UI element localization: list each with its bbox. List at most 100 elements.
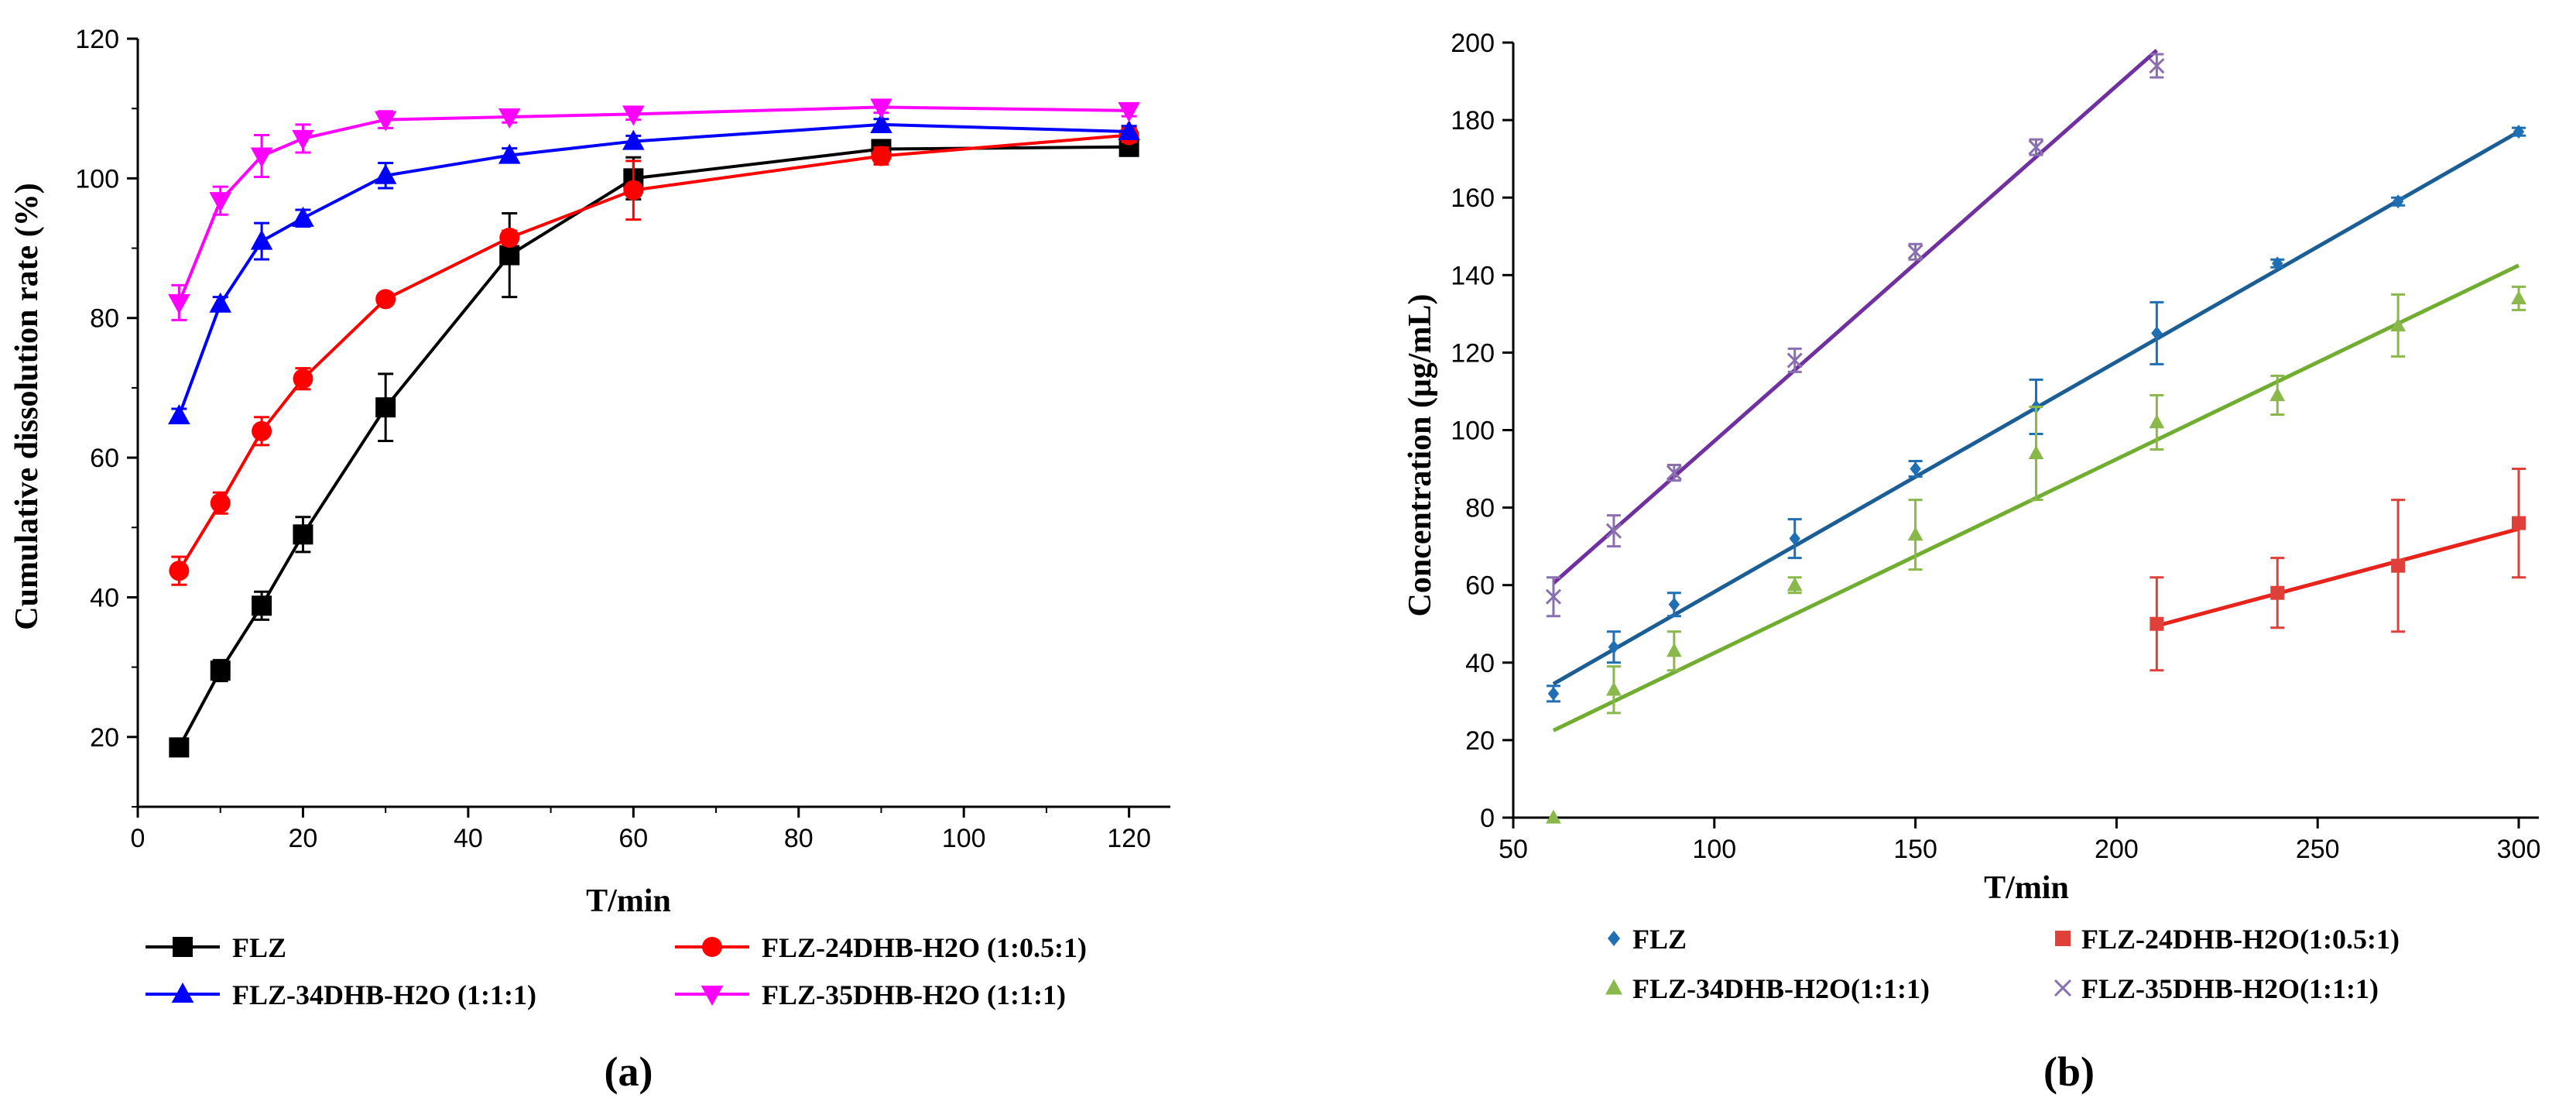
panel-b-data-point: [1907, 526, 1923, 541]
panel-a-data-point: [374, 111, 397, 132]
panel-a-series-2: [168, 112, 1140, 425]
panel-b-data-point: [1545, 588, 1562, 605]
panel-b-data-point: [1907, 244, 1923, 260]
panel-a-x-tick-label: 0: [131, 824, 146, 853]
panel-b-legend-label: FLZ-35DHB-H2O(1:1:1): [2081, 973, 2379, 1004]
panel-a-series-line: [177, 105, 1129, 304]
panel-a-data-point: [622, 129, 645, 150]
panel-b-y-tick-label: 120: [1451, 338, 1495, 368]
panel-b-data-point: [1605, 523, 1622, 539]
panel-b-data-point: [1910, 461, 1921, 476]
panel-b-data-point: [2270, 585, 2285, 600]
panel-a-data-point: [293, 524, 313, 545]
panel-b-y-tick-label: 40: [1465, 649, 1495, 678]
panel-b-x-tick-label: 300: [2497, 835, 2541, 864]
panel-a-x-tick-label: 120: [1107, 824, 1151, 853]
panel-b-y-tick-label: 60: [1465, 571, 1495, 601]
panel-b-data-point: [1547, 686, 1560, 701]
panel-a-legend-item: FLZ-34DHB-H2O (1:1:1): [146, 979, 536, 1010]
panel-b-legend-label: FLZ-34DHB-H2O(1:1:1): [1632, 973, 1930, 1004]
panel-a-legend-marker: [702, 937, 722, 957]
panel-a-y-tick-label: 40: [90, 583, 119, 612]
panel-b-y-tick-label: 160: [1451, 184, 1495, 213]
panel-a-legend-item: FLZ: [146, 932, 286, 963]
panel-a-data-point: [870, 112, 892, 133]
panel-a-data-point: [169, 737, 190, 758]
panel-a-series-3: [168, 98, 1140, 321]
panel-b-x-tick-label: 150: [1893, 835, 1937, 864]
panel-a-data-point: [252, 595, 272, 616]
panel-b-data-point: [2391, 558, 2406, 573]
panel-b-y-tick-label: 180: [1451, 106, 1495, 135]
panel-a-series-0: [169, 136, 1139, 758]
panel-a-x-tick-label: 20: [289, 824, 318, 853]
panel-b-data-point: [1608, 640, 1620, 654]
panel-a-x-tick-label: 80: [784, 824, 814, 853]
panel-a-legend-item: FLZ-35DHB-H2O (1:1:1): [675, 979, 1066, 1010]
panel-a-data-point: [250, 229, 273, 250]
panel-a-series-line: [177, 145, 1129, 749]
panel-b-series-1: [2150, 468, 2526, 672]
panel-a-data-point: [499, 228, 520, 249]
panel-b-legend-item: FLZ-34DHB-H2O(1:1:1): [1605, 973, 1930, 1004]
panel-a-x-tick-label: 100: [942, 824, 986, 853]
panel-b-ylabel: Concentration (μg/mL): [1403, 294, 1438, 617]
panel-a-data-point: [250, 147, 273, 168]
panel-a-data-point: [1118, 101, 1140, 122]
panel-b-legend-marker: [1605, 979, 1622, 995]
panel-a-data-point: [293, 369, 313, 389]
panel-b-y-tick-label: 0: [1480, 804, 1495, 833]
panel-a-y-tick-label: 20: [90, 723, 119, 753]
panel-a-data-point: [168, 293, 190, 314]
panel-b-x-tick-label: 100: [1692, 835, 1736, 864]
panel-b-data-point: [2028, 445, 2044, 460]
panel-b-trend-line: [1552, 49, 2159, 585]
panel-a-legend-marker: [173, 937, 193, 957]
panel-b-x-tick-label: 250: [2296, 835, 2340, 864]
panel-a-ylabel: Cumulative dissolution rate (%): [9, 183, 45, 630]
panel-a-data-point: [252, 420, 272, 441]
panel-a-data-point: [375, 397, 396, 418]
panel-a-data-point: [622, 105, 645, 126]
panel-b-data-point: [2513, 125, 2525, 139]
panel-b-trend-line: [2156, 526, 2519, 628]
chart-panel-a: Cumulative dissolution rate (%) T/min (a…: [9, 25, 1170, 1095]
panel-b-y-tick-label: 100: [1451, 417, 1495, 446]
panel-a-data-point: [499, 245, 520, 266]
panel-a-data-point: [498, 143, 521, 164]
panel-a-y-tick-label: 120: [75, 25, 119, 54]
panel-b-data-point: [2149, 57, 2165, 74]
panel-a-data-point: [210, 660, 231, 681]
panel-a-data-point: [209, 192, 232, 213]
panel-b-data-point: [2390, 317, 2406, 332]
panel-a-xlabel: T/min: [586, 883, 671, 919]
panel-a-y-tick-label: 80: [90, 304, 119, 334]
panel-b-data-point: [2151, 326, 2163, 341]
chart-panel-b: Concentration (μg/mL) T/min (b) 50 100 150…: [1403, 29, 2540, 1095]
panel-a-x-tick-label: 40: [454, 824, 483, 853]
panel-b-data-point: [2269, 387, 2286, 402]
panel-b-data-point: [1786, 577, 1803, 592]
panel-b-data-point: [1789, 531, 1800, 546]
panel-a-legend-item: FLZ-24DHB-H2O (1:0.5:1): [675, 932, 1087, 963]
panel-a-y-tick-label: 100: [75, 164, 119, 194]
panel-b-data-point: [2150, 616, 2164, 631]
panel-b-data-point: [1546, 809, 1561, 824]
panel-a-data-point: [498, 108, 521, 129]
panel-b-series-2: [1546, 263, 2526, 824]
panel-a-legend-label: FLZ: [232, 932, 286, 963]
panel-b-legend-item: FLZ: [1608, 924, 1687, 955]
panel-b-y-tick-label: 140: [1451, 261, 1495, 290]
panel-b-legend-marker: [2054, 979, 2072, 997]
panel-a-data-point: [623, 180, 644, 201]
panel-a-y-tick-label: 60: [90, 444, 119, 473]
panel-a-data-point: [375, 289, 396, 310]
panel-a-x-tick-label: 60: [618, 824, 648, 853]
panel-b-data-point: [2028, 139, 2044, 156]
panel-b-data-point: [2272, 256, 2283, 271]
panel-b-x-tick-label: 200: [2095, 835, 2139, 864]
panel-b-data-point: [1666, 643, 1682, 657]
panel-b-legend-label: FLZ-24DHB-H2O(1:0.5:1): [2081, 924, 2400, 955]
panel-a-data-point: [168, 404, 190, 425]
